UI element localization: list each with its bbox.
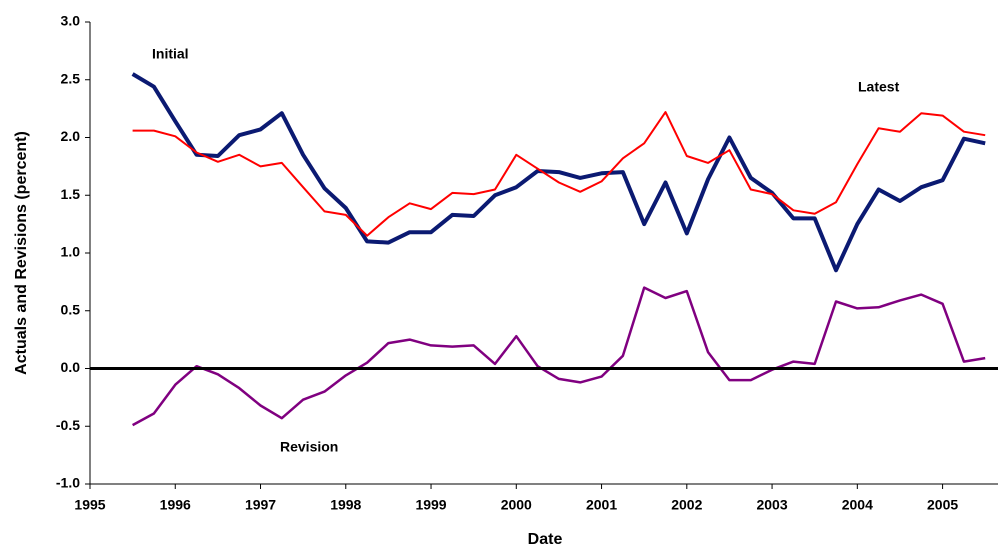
x-tick-label: 1997 (245, 497, 276, 513)
annotation: Initial (152, 46, 189, 62)
series-line (132, 286, 986, 427)
y-tick-label: 1.0 (61, 244, 81, 260)
x-tick-label: 1996 (160, 497, 191, 513)
x-tick-label: 2005 (927, 497, 958, 513)
x-tick-label: 1995 (74, 497, 105, 513)
y-tick-label: 3.0 (61, 13, 81, 29)
y-tick-label: -0.5 (56, 417, 80, 433)
annotation: Revision (280, 439, 338, 455)
x-tick-label: 2000 (501, 497, 532, 513)
annotation: Latest (858, 79, 900, 95)
x-tick-label: 1998 (330, 497, 361, 513)
y-tick-label: 2.0 (61, 128, 81, 144)
y-tick-label: 1.5 (61, 186, 81, 202)
y-axis-label: Actuals and Revisions (percent) (13, 131, 30, 375)
x-tick-label: 2001 (586, 497, 617, 513)
series-line (131, 72, 986, 273)
series-line (132, 111, 986, 237)
x-tick-label: 1999 (415, 497, 446, 513)
x-tick-label: 2003 (756, 497, 787, 513)
y-tick-label: 2.5 (61, 70, 81, 86)
y-tick-label: -1.0 (56, 475, 80, 491)
y-tick-label: 0.5 (61, 301, 81, 317)
x-axis-label: Date (528, 531, 563, 548)
x-tick-label: 2002 (671, 497, 702, 513)
y-tick-label: 0.0 (61, 359, 81, 375)
x-tick-label: 2004 (842, 497, 873, 513)
